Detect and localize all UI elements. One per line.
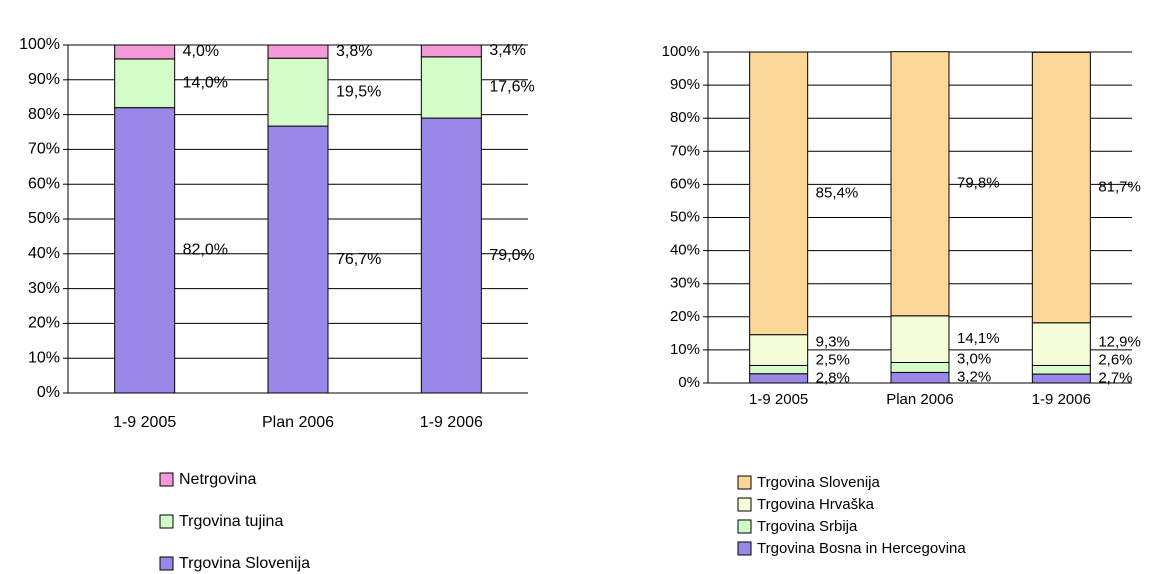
x-tick-label: Plan 2006	[886, 391, 954, 408]
bar-segment	[890, 51, 950, 317]
data-label: 2,7%	[1098, 370, 1132, 387]
y-tick-label: 90%	[670, 76, 700, 93]
data-label: 2,5%	[816, 351, 850, 368]
bar-segment	[420, 117, 482, 394]
data-label: 3,0%	[957, 351, 991, 368]
legend-label: Netrgovina	[179, 471, 256, 488]
data-label: 14,1%	[957, 330, 1000, 347]
data-label: 17,6%	[489, 79, 534, 96]
y-tick-label: 10%	[28, 349, 60, 366]
x-tick-label: 1-9 2006	[420, 414, 483, 431]
bar-segment	[1031, 51, 1091, 324]
bar-segment	[890, 371, 950, 384]
data-label: 14,0%	[183, 74, 228, 91]
data-label: 12,9%	[1098, 334, 1141, 351]
y-tick-label: 40%	[670, 242, 700, 259]
bar-segment	[890, 361, 950, 373]
y-tick-label: 20%	[670, 308, 700, 325]
y-tick-label: 0%	[37, 384, 60, 401]
legend-swatch	[159, 472, 174, 487]
y-tick-label: 80%	[670, 109, 700, 126]
legend-label: Trgovina tujina	[179, 513, 283, 530]
bar-segment	[267, 44, 329, 59]
y-tick-label: 40%	[28, 245, 60, 262]
legend-label: Trgovina Srbija	[757, 518, 858, 535]
data-label: 2,8%	[816, 369, 850, 386]
x-tick-label: 1-9 2006	[1032, 391, 1091, 408]
y-tick-label: 80%	[28, 106, 60, 123]
legend-label: Trgovina Slovenija	[757, 474, 880, 491]
legend-swatch	[159, 556, 174, 571]
legend-label: Trgovina Hrvaška	[757, 496, 875, 513]
y-tick-label: 50%	[28, 210, 60, 227]
data-label: 82,0%	[183, 242, 228, 259]
y-tick-label: 100%	[662, 43, 700, 60]
data-label: 9,3%	[816, 333, 850, 350]
bar-segment	[749, 334, 809, 366]
bar-segment	[1031, 322, 1091, 366]
legend-swatch	[737, 541, 752, 556]
y-tick-label: 90%	[28, 71, 60, 88]
y-tick-label: 70%	[670, 142, 700, 159]
y-tick-label: 50%	[670, 208, 700, 225]
data-label: 3,8%	[336, 43, 372, 60]
bar-segment	[420, 56, 482, 119]
data-label: 81,7%	[1098, 179, 1141, 196]
bar-segment	[1031, 364, 1091, 375]
data-label: 85,4%	[816, 184, 859, 201]
bar-segment	[890, 315, 950, 363]
y-tick-label: 10%	[670, 341, 700, 358]
bar-segment	[114, 44, 176, 60]
bar-segment	[420, 44, 482, 58]
data-label: 3,4%	[489, 42, 525, 59]
y-tick-label: 60%	[28, 175, 60, 192]
bar-segment	[749, 364, 809, 375]
bar-segment	[267, 57, 329, 127]
y-tick-label: 0%	[678, 374, 700, 391]
y-tick-label: 100%	[19, 36, 60, 53]
bar-segment	[267, 125, 329, 394]
data-label: 79,0%	[489, 247, 534, 264]
legend-label: Trgovina Bosna in Hercegovina	[757, 540, 966, 557]
x-tick-label: 1-9 2005	[113, 414, 176, 431]
legend-swatch	[737, 519, 752, 534]
legend-swatch	[159, 514, 174, 529]
x-tick-label: Plan 2006	[262, 414, 334, 431]
bar-segment	[114, 107, 176, 394]
legend-swatch	[737, 497, 752, 512]
y-tick-label: 60%	[670, 175, 700, 192]
bar-segment	[1031, 373, 1091, 384]
y-tick-label: 70%	[28, 141, 60, 158]
x-tick-label: 1-9 2005	[749, 391, 808, 408]
data-label: 19,5%	[336, 83, 381, 100]
data-label: 3,2%	[957, 369, 991, 386]
data-label: 76,7%	[336, 251, 381, 268]
y-tick-label: 30%	[28, 280, 60, 297]
legend-label: Trgovina Slovenija	[179, 555, 310, 572]
bar-segment	[114, 58, 176, 109]
legend-swatch	[737, 475, 752, 490]
y-tick-label: 30%	[670, 275, 700, 292]
data-label: 2,6%	[1098, 352, 1132, 369]
bar-segment	[749, 373, 809, 384]
bar-segment	[749, 51, 809, 336]
y-tick-label: 20%	[28, 315, 60, 332]
data-label: 79,8%	[957, 175, 1000, 192]
data-label: 4,0%	[183, 43, 219, 60]
